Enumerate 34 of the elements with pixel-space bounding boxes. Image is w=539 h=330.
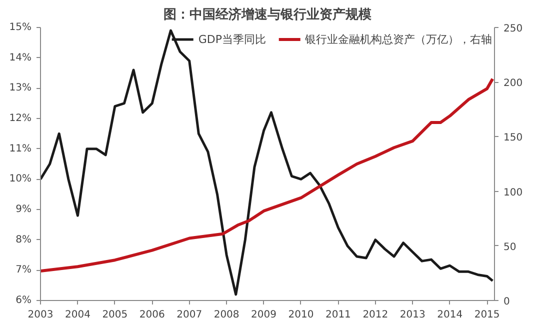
y-tick-label: 7% bbox=[16, 264, 32, 276]
x-tick-label: 2012 bbox=[362, 310, 388, 320]
y-tick-label: 13% bbox=[9, 82, 32, 94]
y-tick-label: 10% bbox=[9, 174, 32, 185]
x-tick-label: 2005 bbox=[102, 310, 128, 320]
x-tick-label: 2003 bbox=[28, 310, 54, 320]
legend-label: GDP当季同比 bbox=[198, 32, 266, 46]
x-tick-label: 2007 bbox=[176, 310, 202, 320]
x-tick-label: 2006 bbox=[139, 310, 165, 320]
x-tick-label: 2011 bbox=[325, 310, 351, 320]
y2-tick-label: 50 bbox=[504, 242, 516, 253]
y2-tick-label: 100 bbox=[504, 187, 523, 198]
y-tick-label: 11% bbox=[9, 143, 32, 154]
x-tick-label: 2015 bbox=[474, 310, 500, 320]
y2-tick-label: 150 bbox=[504, 132, 523, 144]
y-tick-label: 9% bbox=[16, 204, 32, 215]
y-tick-label: 12% bbox=[9, 113, 32, 124]
y-tick-label: 14% bbox=[9, 52, 32, 64]
y2-tick-label: 0 bbox=[504, 296, 510, 308]
x-tick-label: 2013 bbox=[400, 310, 426, 320]
x-tick-label: 2014 bbox=[437, 310, 463, 320]
y2-tick-label: 250 bbox=[504, 24, 523, 34]
x-tick-label: 2010 bbox=[288, 310, 314, 320]
legend-label: 银行业金融机构总资产（万亿），右轴 bbox=[305, 32, 492, 46]
line-series bbox=[40, 77, 494, 273]
chart-title: 图：中国经济增速与银行业资产规模 bbox=[164, 6, 372, 22]
y-tick-label: 8% bbox=[16, 234, 32, 246]
y-tick-label: 6% bbox=[16, 295, 32, 306]
x-tick-label: 2004 bbox=[64, 310, 90, 320]
x-tick-label: 2008 bbox=[214, 310, 240, 320]
y2-tick-label: 200 bbox=[504, 78, 523, 90]
x-tick-label: 2009 bbox=[251, 310, 277, 320]
line-series bbox=[40, 29, 494, 296]
y-tick-label: 15% bbox=[9, 22, 32, 33]
